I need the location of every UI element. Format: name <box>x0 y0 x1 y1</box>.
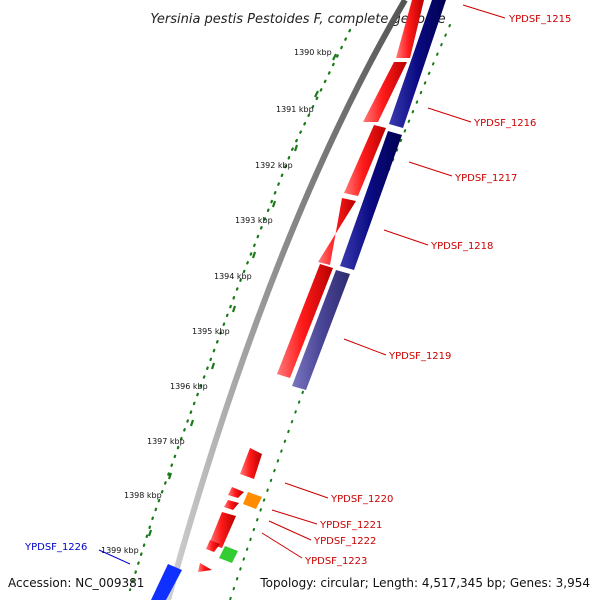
tick-mark <box>147 529 153 537</box>
leader-line <box>427 107 472 123</box>
tick-mark <box>332 53 337 61</box>
cds-feature <box>209 512 236 548</box>
tick-label: 1397 kbp <box>147 437 185 446</box>
genome-backbone <box>165 0 408 600</box>
genome-summary-label: Topology: circular; Length: 4,517,345 bp… <box>259 576 590 590</box>
gene-labels: YPDSF_1215 YPDSF_1216 YPDSF_1217 YPDSF_1… <box>24 14 571 567</box>
rna-feature <box>219 546 238 563</box>
cds-feature <box>206 540 220 552</box>
cds-feature <box>363 62 407 122</box>
gene-label: YPDSF_1218 <box>430 241 493 252</box>
tick-label: 1391 kbp <box>276 105 314 114</box>
tick-label: 1398 kbp <box>124 491 162 500</box>
leader-line <box>271 509 318 525</box>
cds-feature <box>292 270 350 390</box>
leader-line <box>261 532 303 559</box>
cds-feature <box>389 0 446 128</box>
leader-line <box>383 229 429 246</box>
gene-label: YPDSF_1217 <box>454 173 517 184</box>
cds-feature <box>198 563 212 572</box>
leader-line <box>462 4 506 19</box>
accession-label: Accession: NC_009381 <box>8 576 144 590</box>
gene-label: YPDSF_1226 <box>24 542 87 553</box>
cds-feature <box>318 198 356 265</box>
gene-label: YPDSF_1221 <box>319 520 382 531</box>
reverse-strand-features <box>292 0 446 390</box>
tick-label: 1396 kbp <box>170 382 208 391</box>
cds-feature <box>224 500 239 510</box>
leader-line <box>268 520 312 541</box>
gene-label: YPDSF_1220 <box>330 494 393 505</box>
map-title: Yersinia pestis Pestoides F, complete ge… <box>150 12 445 27</box>
tick-label: 1394 kbp <box>214 272 252 281</box>
leader-line <box>343 338 387 356</box>
gene-label: YPDSF_1219 <box>388 351 451 362</box>
rna-features <box>151 492 262 600</box>
tick-label: 1393 kbp <box>235 216 273 225</box>
cds-feature <box>340 131 402 270</box>
rna-feature <box>243 492 262 509</box>
tick-mark <box>271 200 277 208</box>
cds-feature <box>240 448 262 479</box>
tick-mark <box>167 472 173 480</box>
cds-feature <box>277 264 333 378</box>
gene-label: YPDSF_1215 <box>508 14 571 25</box>
blue-feature <box>151 564 182 600</box>
tick-ring-dots <box>128 28 352 592</box>
gene-label: YPDSF_1222 <box>313 536 376 547</box>
tick-label: 1392 kbp <box>255 161 293 170</box>
tick-mark <box>251 251 257 259</box>
forward-strand-features <box>198 0 424 572</box>
tick-labels: 1390 kbp 1391 kbp 1392 kbp 1393 kbp 1394… <box>101 48 332 555</box>
tick-mark <box>231 305 237 313</box>
leader-line <box>98 549 131 565</box>
tick-label: 1399 kbp <box>101 546 139 555</box>
gene-label: YPDSF_1223 <box>304 556 367 567</box>
tick-mark <box>210 362 216 370</box>
gene-label-leaders <box>98 4 506 565</box>
leader-line <box>408 161 453 177</box>
tick-label: 1390 kbp <box>294 48 332 57</box>
tick-label: 1395 kbp <box>192 327 230 336</box>
tick-mark <box>189 419 195 427</box>
cds-feature <box>228 487 244 498</box>
cds-feature <box>344 125 386 196</box>
cds-feature <box>396 0 424 58</box>
gene-label: YPDSF_1216 <box>473 118 536 129</box>
tick-ring <box>128 28 352 592</box>
leader-line <box>284 482 329 499</box>
tick-mark <box>314 90 319 98</box>
tick-mark <box>293 144 299 152</box>
